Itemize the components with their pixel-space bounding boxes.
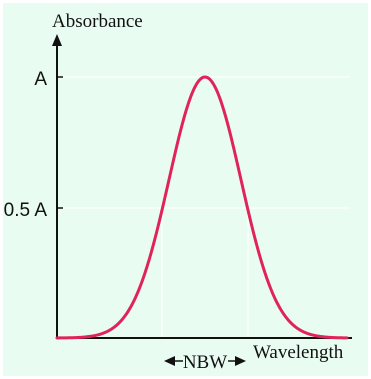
tick-label-half: 0.5 A bbox=[4, 200, 48, 221]
arrow-left-icon bbox=[164, 356, 175, 366]
diagram-background bbox=[3, 3, 368, 376]
tick-label-peak: A bbox=[34, 69, 47, 90]
arrow-up-icon bbox=[52, 34, 62, 46]
x-axis-label: Wavelength bbox=[253, 342, 344, 363]
arrow-right-icon bbox=[235, 356, 246, 366]
y-axis-label: Absorbance bbox=[52, 11, 143, 32]
absorbance-curve bbox=[55, 75, 349, 340]
nbw-label: NBW bbox=[183, 352, 227, 373]
